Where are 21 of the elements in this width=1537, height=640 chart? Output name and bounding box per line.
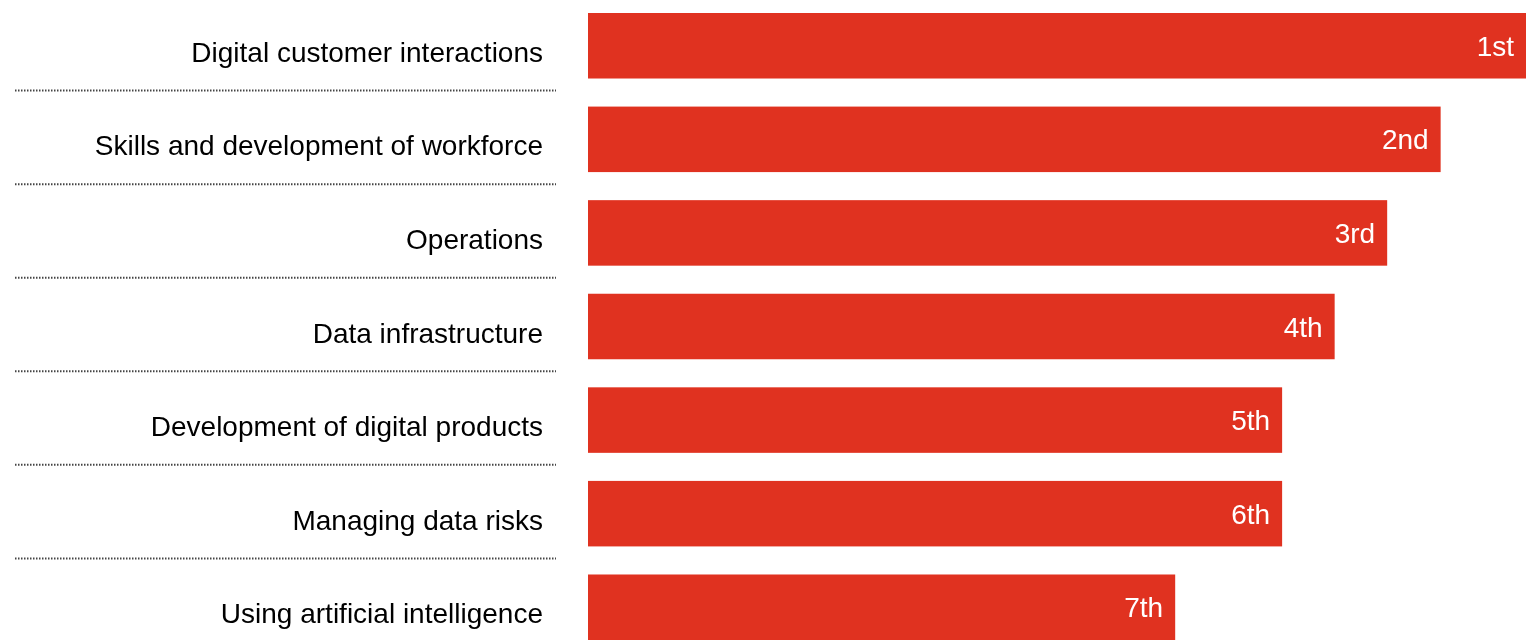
y-tick-label: Digital customer interactions	[191, 36, 543, 68]
annotation: 7th	[1124, 592, 1164, 624]
bar	[588, 293, 1335, 360]
bar	[588, 200, 1388, 266]
y-tick-label: Skills and development of workforce	[94, 130, 543, 162]
y-tick-label: Development of digital products	[150, 411, 543, 443]
y-tick-label: Data infrastructure	[312, 317, 543, 349]
annotation: 3rd	[1334, 217, 1376, 249]
annotation: 4th	[1283, 311, 1323, 343]
annotation: 5th	[1231, 405, 1271, 437]
annotation: 6th	[1231, 498, 1271, 530]
y-tick-label: Using artificial intelligence	[220, 598, 543, 630]
y-tick-label: Operations	[406, 223, 543, 255]
bar	[588, 574, 1176, 640]
bar	[588, 13, 1526, 79]
bar	[588, 387, 1283, 453]
y-tick-label: Managing data risks	[292, 504, 543, 536]
annotation: 2nd	[1381, 124, 1429, 156]
bar	[588, 480, 1283, 547]
annotation: 1st	[1476, 30, 1515, 62]
bar	[588, 106, 1441, 173]
